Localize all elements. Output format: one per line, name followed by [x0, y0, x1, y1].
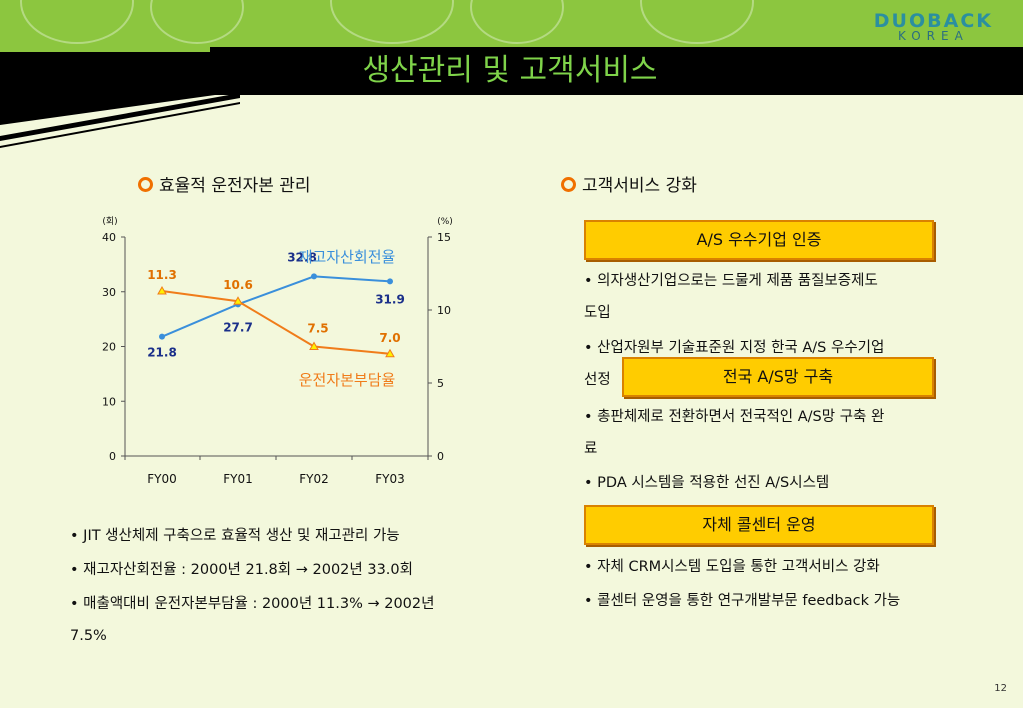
left-tick-label: 30	[102, 286, 116, 299]
right-tick-label: 15	[437, 231, 451, 244]
as-network-box: 전국 A/S망 구축	[622, 357, 934, 397]
x-tick-label: FY01	[223, 472, 253, 486]
left-bullet-2: • 재고자산회전율 : 2000년 21.8회 → 2002년 33.0회	[70, 562, 413, 578]
data-label: 32.8	[287, 250, 317, 264]
data-point	[311, 273, 317, 280]
right-section-heading: 고객서비스 강화	[561, 171, 697, 196]
circle-bullet-icon	[561, 176, 576, 192]
data-point	[157, 286, 167, 295]
box1-line-3: • 산업자원부 기술표준원 지정 한국 A/S 우수기업	[584, 340, 885, 356]
box2-line-3: • PDA 시스템을 적용한 선진 A/S시스템	[584, 475, 830, 491]
logo-line2: KOREA	[897, 29, 969, 43]
left-bullet-3-cont: 7.5%	[70, 628, 107, 644]
data-label: 10.6	[223, 278, 253, 292]
data-label: 7.5	[307, 322, 328, 336]
data-point	[387, 278, 393, 285]
data-label: 11.3	[147, 268, 177, 282]
header-banner	[0, 0, 1023, 52]
circle-bullet-icon	[138, 176, 153, 192]
right-tick-label: 10	[437, 304, 451, 317]
box1-line-4: 선정	[584, 372, 611, 388]
page-number: 12	[994, 683, 1007, 694]
left-tick-label: 0	[109, 450, 116, 463]
right-tick-label: 5	[437, 377, 444, 390]
box2-line-1: • 총판체제로 전환하면서 전국적인 A/S망 구축 완	[584, 409, 885, 425]
data-point	[233, 296, 243, 305]
data-label: 7.0	[379, 331, 400, 345]
banner-corner-stripes	[0, 52, 240, 148]
box3-line-2: • 콜센터 운영을 통한 연구개발부문 feedback 가능	[584, 593, 901, 609]
box2-line-2: 료	[584, 441, 598, 457]
x-tick-label: FY02	[299, 472, 329, 486]
series-name-label: 운전자본부담율	[299, 371, 396, 389]
left-section-heading: 효율적 운전자본 관리	[138, 171, 311, 196]
decorative-swirl	[640, 0, 754, 44]
series-line-2	[161, 290, 391, 355]
x-tick-label: FY00	[147, 472, 177, 486]
left-tick-label: 10	[102, 395, 116, 408]
page-title: 생산관리 및 고객서비스	[362, 53, 658, 88]
right-tick-label: 0	[437, 450, 444, 463]
left-bullet-1: • JIT 생산체제 구축으로 효율적 생산 및 재고관리 가능	[70, 528, 400, 544]
data-point	[159, 333, 165, 340]
box1-line-1: • 의자생산기업으로는 드물게 제품 품질보증제도	[584, 273, 878, 289]
right-heading-text: 고객서비스 강화	[582, 176, 697, 196]
left-bullet-3: • 매출액대비 운전자본부담율 : 2000년 11.3% → 2002년	[70, 596, 435, 612]
series-name-label: 재고자산회전율	[299, 248, 396, 266]
x-tick-label: FY03	[375, 472, 405, 486]
call-center-box: 자체 콜센터 운영	[584, 505, 934, 545]
logo-line1: DUOBACK	[873, 10, 993, 32]
left-heading-text: 효율적 운전자본 관리	[159, 176, 311, 196]
box3-line-1: • 자체 CRM시스템 도입을 통한 고객서비스 강화	[584, 559, 880, 575]
line-chart: 0 10 20 30 40 0 5 10 15 (회) (%) FY00 FY01 FY02 FY03 21.…	[102, 216, 453, 486]
data-point	[309, 341, 319, 350]
data-label: 21.8	[147, 346, 177, 360]
left-axis-unit: (회)	[102, 216, 117, 227]
data-label: 27.7	[223, 320, 253, 334]
as-certification-box: A/S 우수기업 인증	[584, 220, 934, 260]
right-axis-unit: (%)	[437, 217, 453, 227]
title-bar	[210, 47, 1023, 95]
data-label: 31.9	[375, 292, 405, 306]
left-tick-label: 20	[102, 341, 116, 354]
box1-line-2: 도입	[584, 305, 611, 321]
left-tick-label: 40	[102, 231, 116, 244]
duoback-logo: DUOBACK KOREA	[874, 10, 993, 43]
series-line-1	[161, 275, 391, 338]
data-point	[385, 348, 395, 358]
